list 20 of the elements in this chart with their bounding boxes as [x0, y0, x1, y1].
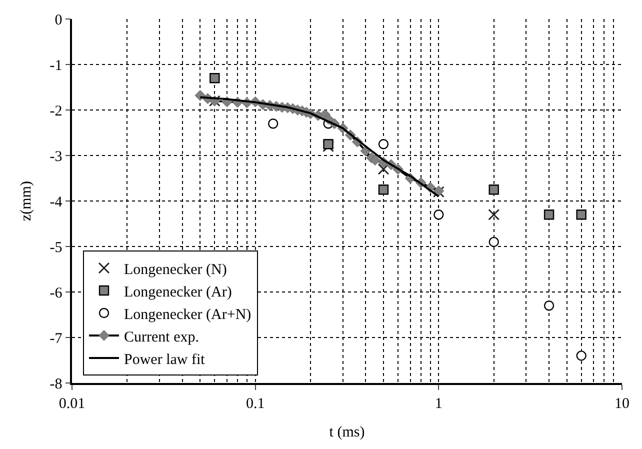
x-tick-label: 10 — [614, 396, 630, 412]
x-axis-title: t (ms) — [329, 424, 365, 440]
y-tick-label: -2 — [50, 103, 62, 120]
y-tick-label: -8 — [50, 376, 62, 392]
legend-label: Longenecker (Ar+N) — [124, 306, 252, 323]
y-tick-label: -5 — [50, 240, 62, 256]
legend-label: Longenecker (N) — [124, 262, 227, 278]
legend-label: Power law fit — [124, 352, 206, 368]
y-tick-label: -7 — [50, 330, 63, 347]
y-tick-label: -6 — [50, 285, 63, 302]
y-tick-label: 0 — [54, 12, 62, 28]
y-axis-title: z(mm) — [18, 181, 34, 221]
x-tick-label: 0.01 — [58, 396, 86, 412]
x-tick-label: 1 — [434, 396, 442, 412]
legend-label: Current exp. — [124, 329, 199, 346]
legend-label: Longenecker (Ar) — [124, 284, 232, 300]
y-tick-label: -3 — [50, 148, 62, 165]
y-tick-label: -1 — [50, 58, 62, 74]
x-tick-label: 0.1 — [246, 396, 265, 412]
y-tick-label: -4 — [50, 194, 63, 210]
